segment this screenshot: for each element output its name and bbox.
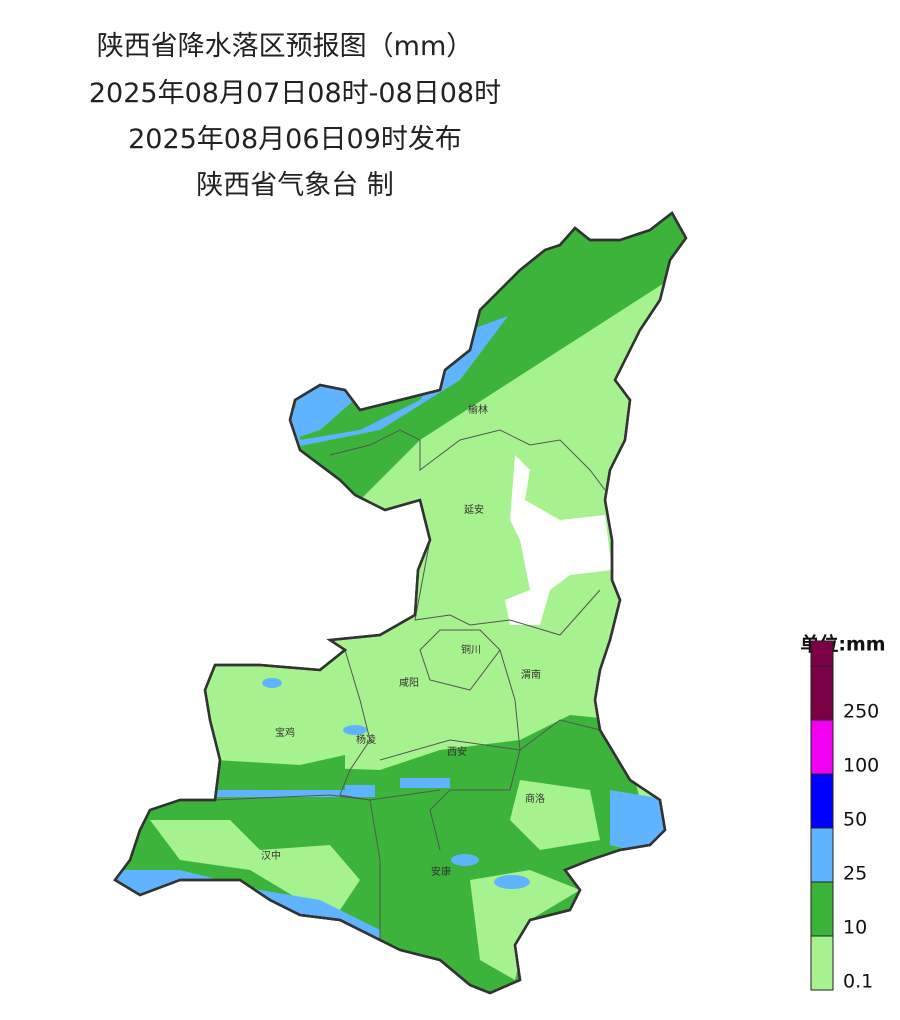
issued: 2025年08月06日09时发布 — [128, 124, 462, 155]
area-blue — [262, 678, 282, 688]
legend-label: 25 — [843, 863, 867, 885]
title: 陕西省降水落区预报图（mm） — [97, 31, 474, 62]
district-borders — [214, 429, 606, 940]
area-blue — [290, 380, 360, 440]
period: 2025年08月07日08时-08日08时 — [89, 78, 501, 109]
city-label: 榆林 — [468, 403, 488, 416]
area-light — [510, 780, 600, 850]
border — [339, 649, 381, 940]
area-blue — [343, 725, 367, 735]
city-label: 咸阳 — [399, 677, 419, 689]
city-label: 渭南 — [521, 668, 541, 681]
rain-areas — [115, 213, 686, 993]
legend-swatch — [810, 640, 834, 667]
legend-label: 10 — [843, 917, 867, 939]
area-dark — [215, 755, 345, 790]
legend-label: 0.1 — [843, 971, 873, 993]
city-label: 宝鸡 — [275, 726, 295, 739]
city-label: 延安 — [464, 503, 484, 516]
area-none — [505, 455, 612, 625]
area-light — [470, 870, 580, 980]
city-label: 汉中 — [261, 849, 281, 862]
city-label: 商洛 — [525, 792, 545, 805]
border — [214, 789, 441, 801]
legend: 0.1 10 25 50 100 250 — [810, 640, 879, 993]
area-blue — [451, 854, 479, 866]
city-label: 西安 — [447, 745, 467, 758]
legend-label: 50 — [843, 809, 867, 831]
legend-swatch — [810, 773, 834, 829]
legend-swatch — [810, 935, 834, 991]
publisher: 陕西省气象台 制 — [196, 170, 394, 201]
legend-swatch — [810, 665, 834, 721]
border — [414, 539, 601, 636]
legend-swatch — [810, 881, 834, 937]
border — [429, 649, 521, 851]
city-label: 铜川 — [461, 644, 481, 656]
area-light — [150, 820, 360, 910]
border — [329, 429, 606, 491]
legend-swatch — [810, 719, 834, 775]
legend-label: 250 — [843, 701, 879, 723]
area-blue — [400, 778, 450, 788]
legend-swatch — [810, 827, 834, 883]
city-label: 杨凌 — [356, 733, 376, 746]
province-outline — [113, 211, 688, 995]
area-blue — [494, 875, 530, 889]
city-label: 安康 — [431, 865, 451, 878]
legend-label: 100 — [843, 755, 879, 777]
